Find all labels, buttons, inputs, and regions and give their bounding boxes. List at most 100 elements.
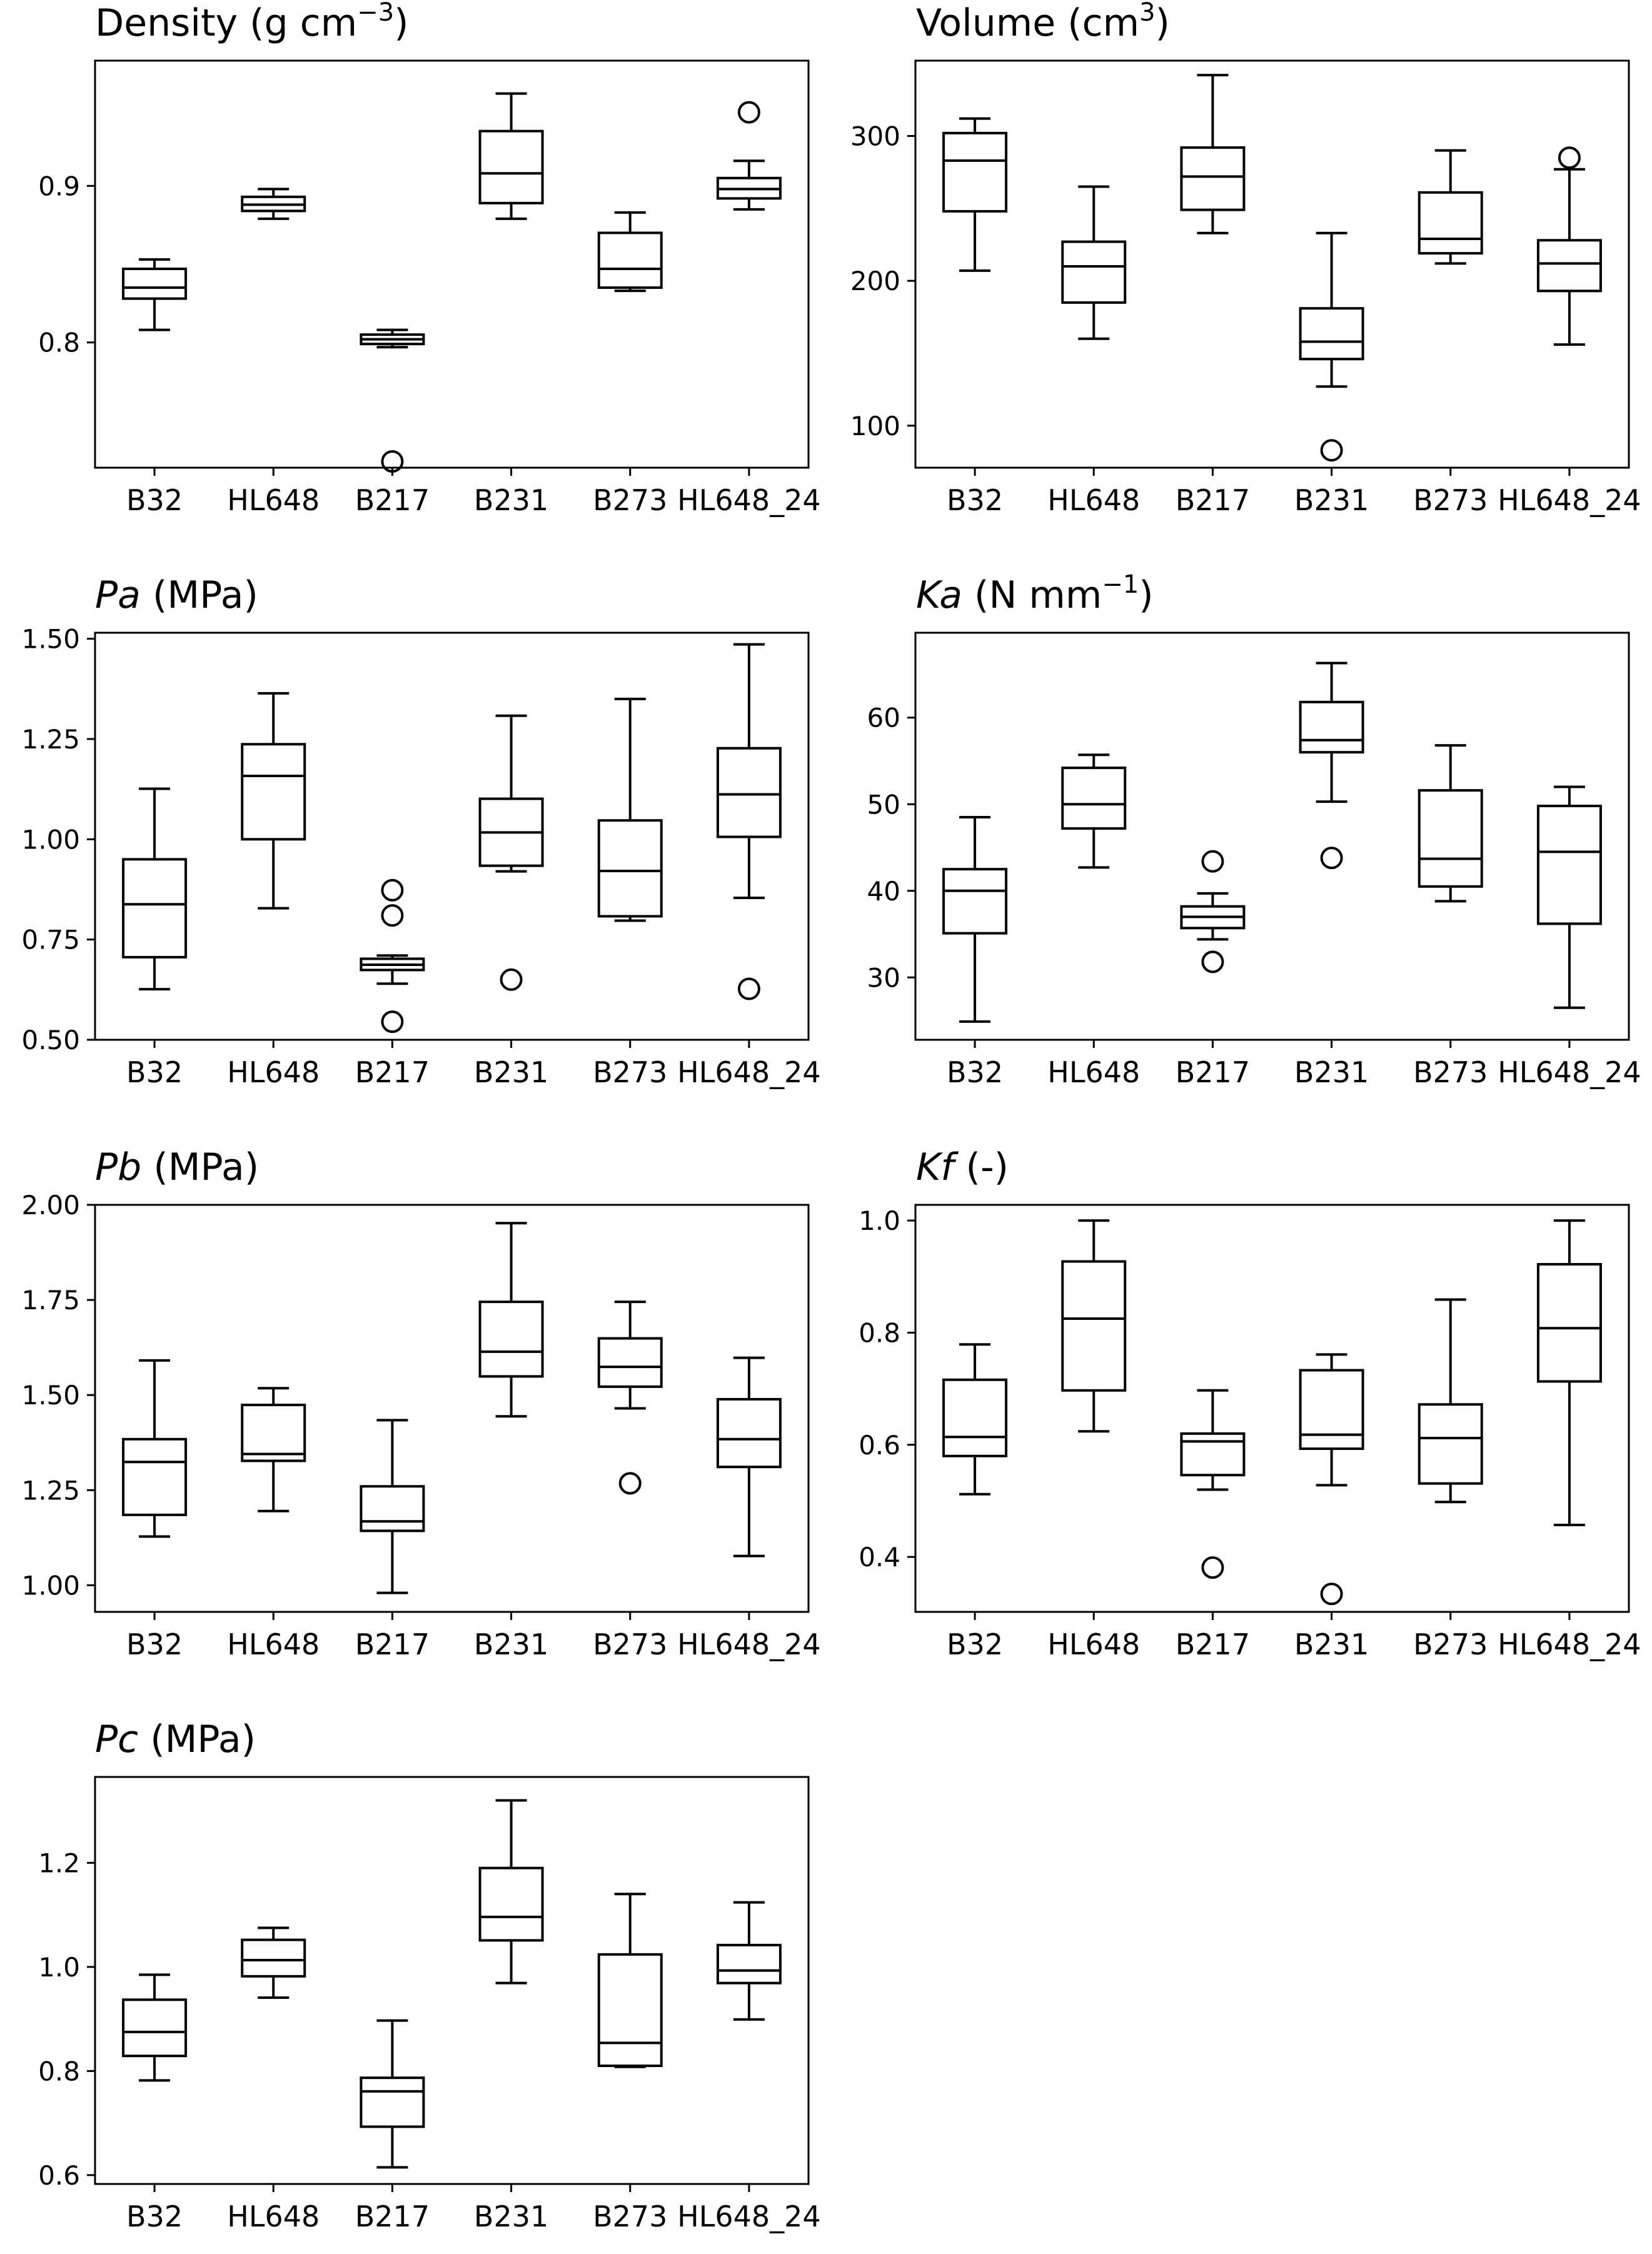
x-tick-label-volume-hl648_24: HL648_24 xyxy=(1498,483,1641,517)
y-tick-label-ka: 60 xyxy=(867,703,900,733)
x-tick-label-ka-hl648_24: HL648_24 xyxy=(1498,1055,1641,1089)
y-tick-label-volume: 300 xyxy=(850,121,900,151)
box-kf-b217 xyxy=(1180,1389,1246,1579)
box-iqr xyxy=(1299,1369,1364,1451)
box-iqr xyxy=(1299,307,1364,361)
y-tick-label-kf: 1.0 xyxy=(859,1205,900,1236)
chart-title-kf: Kf (-) xyxy=(916,1145,1009,1189)
box-iqr xyxy=(1418,191,1483,255)
chart-panel-density: Density (g cm−3) 0.8 0.9 B32 HL648 B217 B231 B… xyxy=(0,0,825,538)
box-pa-hl648_24 xyxy=(716,643,782,1000)
y-tick-label-density: 0.9 xyxy=(38,171,80,201)
box-iqr xyxy=(1536,1263,1602,1383)
box-kf-hl648_24 xyxy=(1536,1219,1602,1527)
x-tick-label-pb-b273: B273 xyxy=(593,1628,667,1661)
y-tick-label-pb: 1.50 xyxy=(21,1380,80,1411)
x-tick-label-pb-hl648: HL648 xyxy=(227,1628,320,1661)
box-pb-hl648_24 xyxy=(716,1356,782,1557)
box-iqr xyxy=(1536,239,1602,293)
outlier-point xyxy=(1201,950,1224,974)
box-volume-hl648_24 xyxy=(1536,146,1602,346)
box-iqr xyxy=(716,1397,782,1469)
x-tick-label-kf-hl648_24: HL648_24 xyxy=(1498,1628,1641,1661)
x-tick-label-pb-hl648_24: HL648_24 xyxy=(677,1628,821,1661)
box-volume-b32 xyxy=(942,117,1008,272)
box-pa-b217 xyxy=(360,878,425,1034)
x-tick-label-density-hl648: HL648 xyxy=(227,483,320,517)
x-tick-label-density-b273: B273 xyxy=(593,483,667,517)
box-iqr xyxy=(241,743,306,841)
box-iqr xyxy=(942,868,1008,935)
axes-frame-pa xyxy=(94,631,810,1041)
outlier-point xyxy=(1201,1556,1224,1579)
outlier-point xyxy=(1320,1582,1343,1606)
x-tick-label-ka-b217: B217 xyxy=(1176,1055,1250,1089)
chart-plot-pb: 1.00 1.25 1.50 1.75 2.00 B32 HL648 B217 B231 B273… xyxy=(21,1190,821,1661)
x-tick-label-density-b231: B231 xyxy=(474,483,548,517)
chart-panel-volume: Volume (cm3) 100 200 300 B32 HL648 B217 B231 B2… xyxy=(820,0,1646,538)
box-iqr xyxy=(122,1998,188,2058)
x-tick-label-pa-hl648_24: HL648_24 xyxy=(677,1055,821,1089)
outlier-point xyxy=(500,968,523,991)
y-tick-label-pa: 0.50 xyxy=(21,1025,80,1055)
box-density-hl648_24 xyxy=(716,101,782,211)
box-pc-b231 xyxy=(478,1799,544,1985)
box-density-b217 xyxy=(360,328,425,473)
y-tick-label-pb: 1.25 xyxy=(21,1475,80,1506)
x-tick-label-pc-b217: B217 xyxy=(355,2200,430,2233)
chart-title-pa: Pa (MPa) xyxy=(95,573,258,617)
y-tick-label-pc: 0.6 xyxy=(38,2160,80,2191)
y-tick-label-ka: 30 xyxy=(867,962,900,993)
box-iqr xyxy=(942,131,1008,213)
axes-frame-pb xyxy=(94,1204,810,1613)
box-pb-b231 xyxy=(478,1222,544,1418)
x-tick-label-pa-b217: B217 xyxy=(355,1055,430,1089)
box-ka-b217 xyxy=(1180,850,1246,974)
box-pc-hl648_24 xyxy=(716,1901,782,2021)
chart-panel-ka: Ka (N mm−1) 30 40 50 60 B32 HL648 B217 B231 B273… xyxy=(820,570,1646,1110)
x-tick-label-ka-b273: B273 xyxy=(1413,1055,1488,1089)
y-tick-label-pc: 1.2 xyxy=(38,1848,80,1878)
chart-plot-volume: 100 200 300 B32 HL648 B217 B231 B273 HL648_24 xyxy=(850,59,1641,517)
box-volume-b217 xyxy=(1180,74,1246,234)
box-density-hl648 xyxy=(241,188,306,220)
y-tick-label-density: 0.8 xyxy=(38,328,80,358)
box-iqr xyxy=(1061,1260,1127,1392)
chart-plot-density: 0.8 0.9 B32 HL648 B217 B231 B273 HL648_24 xyxy=(38,59,821,517)
y-tick-label-pa: 1.25 xyxy=(21,724,80,755)
box-iqr xyxy=(478,1866,544,1942)
box-iqr xyxy=(942,1378,1008,1457)
box-pa-b273 xyxy=(597,697,663,922)
x-tick-label-ka-b32: B32 xyxy=(947,1055,1003,1089)
y-tick-label-volume: 200 xyxy=(850,266,900,296)
x-tick-label-volume-b32: B32 xyxy=(947,483,1003,517)
box-iqr xyxy=(1418,1403,1483,1485)
box-iqr xyxy=(1180,1432,1246,1477)
x-tick-label-ka-hl648: HL648 xyxy=(1047,1055,1140,1089)
x-tick-label-pa-b231: B231 xyxy=(474,1055,548,1089)
y-tick-label-kf: 0.4 xyxy=(859,1542,900,1572)
chart-plot-ka: 30 40 50 60 B32 HL648 B217 B231 B273 HL648_24 xyxy=(867,631,1641,1089)
box-iqr xyxy=(1536,805,1602,925)
y-tick-label-pa: 0.75 xyxy=(21,925,80,955)
x-tick-label-density-b217: B217 xyxy=(355,483,430,517)
chart-title-volume: Volume (cm3) xyxy=(916,0,1170,45)
box-pc-b32 xyxy=(122,1973,188,2082)
chart-panel-kf: Kf (-) 0.4 0.6 0.8 1.0 B32 HL648 B217 B231 B273 H… xyxy=(820,1144,1646,1682)
outlier-point xyxy=(381,450,404,473)
x-tick-label-kf-b231: B231 xyxy=(1294,1628,1369,1661)
box-iqr xyxy=(1061,240,1127,304)
x-tick-label-pa-b273: B273 xyxy=(593,1055,667,1089)
box-pb-b217 xyxy=(360,1419,425,1594)
chart-panel-pa: Pa (MPa) 0.50 0.75 1.00 1.25 1.50 B32 HL648 B21… xyxy=(0,572,825,1110)
box-ka-b32 xyxy=(942,816,1008,1023)
x-tick-label-kf-hl648: HL648 xyxy=(1047,1628,1140,1661)
x-tick-label-pb-b231: B231 xyxy=(474,1628,548,1661)
x-tick-label-pc-hl648_24: HL648_24 xyxy=(677,2200,821,2233)
y-tick-label-pa: 1.50 xyxy=(21,624,80,655)
box-ka-b231 xyxy=(1299,662,1364,870)
chart-panel-pb: Pb (MPa) 1.00 1.25 1.50 1.75 2.00 B32 HL648 B21… xyxy=(0,1144,825,1682)
box-iqr xyxy=(1418,789,1483,888)
box-iqr xyxy=(360,2076,425,2128)
x-tick-label-kf-b217: B217 xyxy=(1176,1628,1250,1661)
